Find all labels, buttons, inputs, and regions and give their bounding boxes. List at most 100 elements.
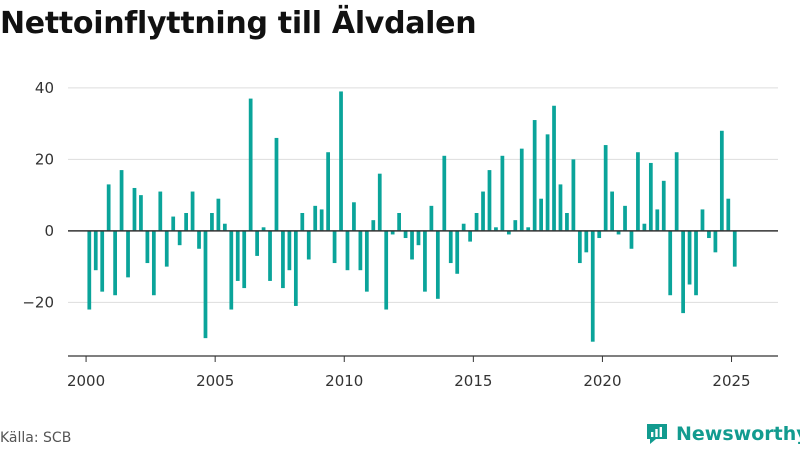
bar <box>481 191 485 231</box>
bar <box>158 191 163 231</box>
bar <box>377 173 382 231</box>
bar <box>661 180 666 231</box>
bar <box>655 209 660 231</box>
bar <box>119 170 124 231</box>
bar <box>545 134 550 231</box>
bar <box>732 230 737 267</box>
bar <box>255 230 259 256</box>
bar <box>145 230 150 264</box>
bar <box>455 230 460 274</box>
bar <box>390 230 395 235</box>
bar <box>235 230 240 281</box>
bar <box>577 230 582 264</box>
bar <box>93 230 98 271</box>
bar <box>171 216 176 231</box>
bar <box>668 230 673 296</box>
y-tick-label: 0 <box>44 222 54 240</box>
x-tick-label: 2005 <box>196 372 234 390</box>
bar <box>248 98 253 231</box>
bar <box>648 162 653 231</box>
bar <box>603 145 608 231</box>
bar <box>423 230 427 292</box>
source-note: Källa: SCB <box>0 430 72 446</box>
bar <box>558 184 563 231</box>
bar <box>448 230 453 264</box>
bar <box>410 230 414 260</box>
bar <box>565 213 569 231</box>
bar <box>571 159 576 231</box>
axes: −20 0 20 40 2000 2005 2010 2015 2020 2025 <box>22 79 778 390</box>
bar <box>358 230 363 271</box>
bar <box>629 230 634 249</box>
bar <box>332 230 337 264</box>
bar <box>268 230 272 281</box>
bar <box>694 230 698 296</box>
bar <box>190 191 195 231</box>
bar <box>113 230 117 296</box>
bar <box>700 209 705 231</box>
x-tick-label: 2020 <box>583 372 621 390</box>
brand-logo[interactable]: Newsworthy <box>644 420 800 448</box>
bar <box>468 230 472 242</box>
bar <box>597 230 602 239</box>
bar <box>210 213 214 231</box>
bar <box>519 148 524 231</box>
bar <box>229 230 234 310</box>
y-tick-label: 40 <box>35 79 54 97</box>
bar <box>636 152 640 231</box>
bar <box>126 230 130 278</box>
bar <box>707 230 711 239</box>
bar <box>177 230 182 246</box>
bar <box>435 230 440 299</box>
x-tick-label: 2000 <box>67 372 105 390</box>
bars <box>87 91 737 342</box>
bar <box>494 227 498 231</box>
bar <box>132 187 137 231</box>
bar <box>313 205 318 231</box>
chart-title: Nettoinflyttning till Älvdalen <box>0 6 477 41</box>
bar <box>610 191 614 231</box>
bar <box>203 230 208 339</box>
x-tick-label: 2025 <box>712 372 750 390</box>
bar <box>726 198 731 231</box>
bar <box>623 205 627 231</box>
bar <box>442 155 447 231</box>
bar <box>287 230 292 271</box>
bar <box>352 202 356 231</box>
bar <box>526 227 531 231</box>
bar <box>384 230 389 310</box>
bar <box>500 155 505 231</box>
bar <box>139 195 143 231</box>
bar <box>539 198 543 231</box>
bar <box>371 220 376 231</box>
x-tick-label: 2015 <box>454 372 492 390</box>
bar <box>552 105 556 231</box>
bar <box>281 230 285 289</box>
bar <box>106 184 111 231</box>
bar <box>713 230 718 253</box>
bar <box>151 230 156 296</box>
bar <box>487 170 492 231</box>
bar <box>584 230 589 253</box>
bar <box>461 223 466 231</box>
bar <box>274 137 279 231</box>
bar <box>474 213 479 231</box>
bar <box>345 230 350 271</box>
bar <box>184 213 188 231</box>
bar <box>261 227 266 231</box>
bar <box>403 230 408 239</box>
y-tick-label: 20 <box>35 150 54 168</box>
bar <box>222 223 227 231</box>
bar <box>416 230 421 246</box>
brand-name: Newsworthy <box>676 423 800 445</box>
bar <box>642 223 647 231</box>
bar <box>306 230 311 260</box>
bar <box>339 91 343 231</box>
bar <box>687 230 692 285</box>
bar <box>397 213 401 231</box>
bar <box>216 198 221 231</box>
bar <box>681 230 685 314</box>
bar <box>164 230 169 267</box>
bar <box>719 130 724 231</box>
x-tick-label: 2010 <box>325 372 363 390</box>
